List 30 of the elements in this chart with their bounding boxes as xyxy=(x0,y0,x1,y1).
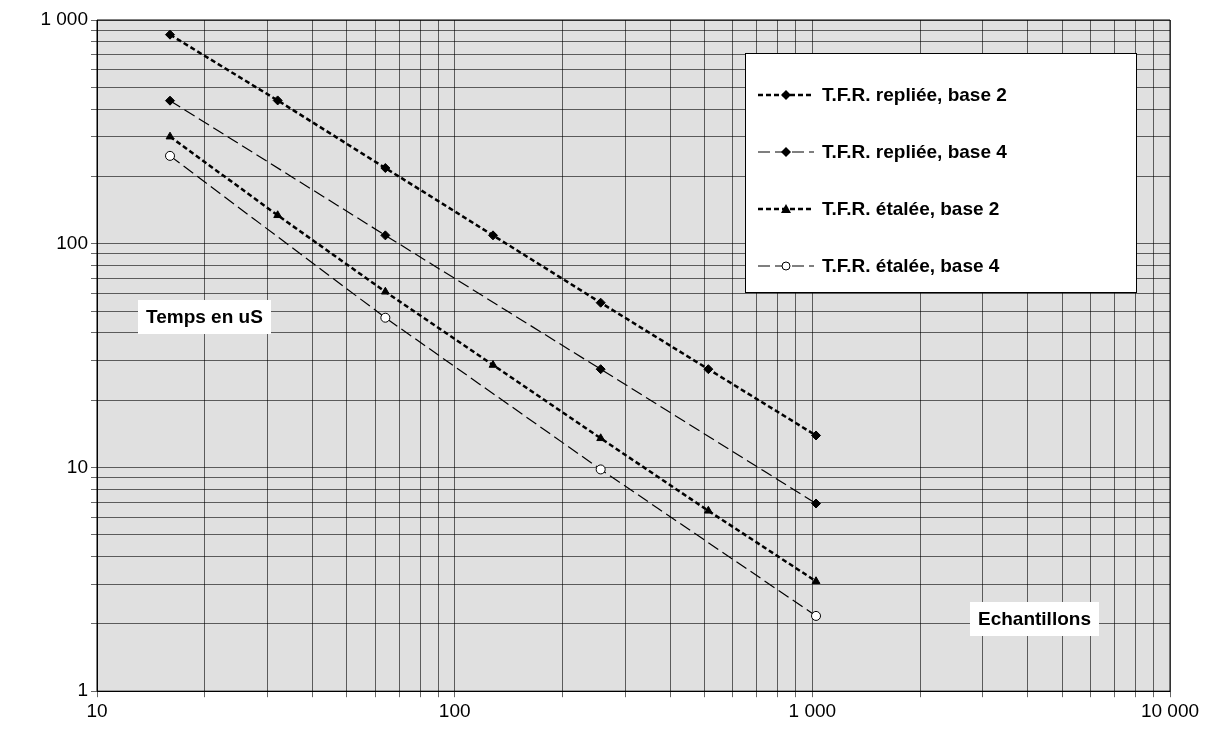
point xyxy=(703,364,714,375)
y-tick-label: 100 xyxy=(56,231,88,253)
x-tick-label: 100 xyxy=(438,699,471,721)
legend-label: T.F.R. repliée, base 4 xyxy=(822,140,1007,163)
point xyxy=(488,230,499,241)
point xyxy=(380,286,390,295)
point xyxy=(380,163,391,174)
y-tick-label: 1 xyxy=(77,679,88,701)
x-tick-label: 10 000 xyxy=(1140,699,1200,721)
y-axis-title: Temps en uS xyxy=(138,300,271,334)
point xyxy=(811,430,822,441)
point xyxy=(273,210,283,219)
point xyxy=(595,297,606,308)
x-axis-title: Echantillons xyxy=(970,602,1099,636)
x-tick-label: 1 000 xyxy=(788,699,837,721)
point xyxy=(811,576,821,585)
point xyxy=(272,95,283,106)
legend-label: T.F.R. repliée, base 2 xyxy=(822,83,1007,106)
x-tick-label: 10 xyxy=(86,699,108,721)
point xyxy=(165,29,176,40)
y-tick-label: 10 xyxy=(66,455,88,477)
legend-label: T.F.R. étalée, base 4 xyxy=(822,254,1000,277)
point xyxy=(165,131,175,140)
point xyxy=(703,505,713,514)
point xyxy=(165,95,176,106)
point xyxy=(165,150,176,161)
point xyxy=(596,433,606,442)
point xyxy=(488,360,498,368)
legend-label: T.F.R. étalée, base 2 xyxy=(822,197,1000,220)
y-tick-label: 1 000 xyxy=(40,8,88,30)
